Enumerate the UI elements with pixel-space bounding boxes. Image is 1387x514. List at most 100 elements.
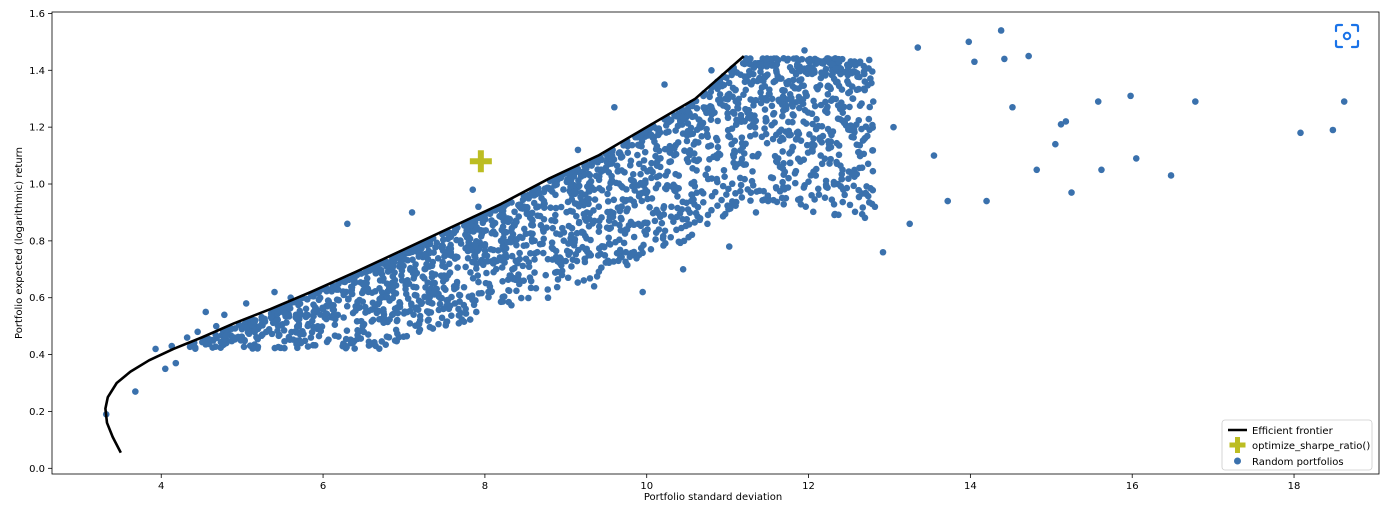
portfolio-point — [801, 47, 808, 54]
portfolio-point — [654, 181, 662, 188]
portfolio-point — [246, 342, 254, 350]
portfolio-point — [566, 239, 573, 247]
portfolio-point — [605, 234, 612, 242]
portfolio-point — [860, 62, 868, 70]
portfolio-point — [285, 304, 293, 312]
random-portfolios-series — [102, 27, 1348, 418]
portfolio-point — [640, 157, 648, 164]
portfolio-point — [866, 103, 874, 111]
portfolio-point — [494, 247, 502, 254]
portfolio-point — [641, 148, 649, 156]
portfolio-point — [748, 177, 756, 185]
portfolio-point — [553, 181, 560, 188]
portfolio-point — [679, 114, 687, 121]
portfolio-point — [757, 99, 765, 107]
portfolio-point — [552, 253, 560, 261]
portfolio-point — [742, 86, 750, 94]
portfolio-point — [393, 316, 401, 324]
portfolio-point — [823, 109, 831, 116]
portfolio-point — [569, 256, 577, 263]
portfolio-point — [813, 115, 820, 123]
portfolio-point — [439, 258, 447, 266]
portfolio-point — [855, 116, 863, 124]
portfolio-point — [527, 277, 535, 285]
portfolio-point — [622, 248, 630, 256]
portfolio-point — [689, 130, 697, 138]
portfolio-point — [721, 210, 729, 218]
portfolio-point — [450, 283, 458, 290]
x-tick-label: 6 — [320, 481, 326, 492]
portfolio-point — [786, 159, 794, 167]
portfolio-point — [541, 200, 548, 208]
portfolio-point — [527, 284, 535, 292]
portfolio-point — [789, 103, 796, 110]
portfolio-point — [410, 274, 418, 282]
portfolio-point — [516, 249, 523, 257]
portfolio-point — [391, 337, 399, 344]
portfolio-point — [308, 292, 315, 299]
portfolio-point — [516, 201, 523, 209]
portfolio-point — [833, 158, 840, 166]
portfolio-point — [758, 133, 766, 141]
portfolio-point — [741, 175, 748, 183]
portfolio-point — [490, 246, 497, 254]
portfolio-point — [343, 302, 351, 310]
portfolio-point — [375, 345, 383, 352]
portfolio-point — [638, 197, 646, 205]
screen-scan-button[interactable] — [1333, 22, 1361, 50]
x-axis-label: Portfolio standard deviation — [644, 492, 782, 503]
portfolio-point — [269, 319, 277, 327]
portfolio-point — [606, 241, 614, 248]
portfolio-point — [760, 187, 767, 195]
portfolio-point — [363, 275, 371, 282]
portfolio-point — [549, 224, 557, 232]
portfolio-point — [469, 186, 477, 193]
portfolio-point — [810, 97, 817, 105]
portfolio-point — [377, 266, 385, 274]
portfolio-point — [830, 200, 838, 208]
portfolio-point — [636, 190, 643, 197]
portfolio-point — [296, 300, 304, 307]
portfolio-point — [382, 341, 389, 348]
portfolio-point — [607, 208, 614, 216]
portfolio-point — [573, 212, 580, 220]
portfolio-point — [289, 336, 297, 343]
portfolio-point — [586, 188, 593, 195]
portfolio-point — [308, 328, 316, 336]
portfolio-point — [613, 162, 621, 170]
legend-label-random: Random portfolios — [1252, 457, 1344, 468]
portfolio-point — [368, 318, 376, 325]
portfolio-point — [372, 288, 379, 295]
portfolio-point — [817, 74, 825, 82]
portfolio-point — [324, 297, 332, 304]
portfolio-point — [786, 96, 794, 103]
portfolio-point — [747, 55, 754, 62]
portfolio-point — [439, 278, 447, 285]
portfolio-point — [749, 152, 757, 160]
portfolio-point — [705, 143, 712, 150]
portfolio-point — [914, 44, 922, 51]
portfolio-point — [678, 206, 686, 213]
portfolio-point — [660, 211, 668, 218]
portfolio-point — [761, 82, 769, 90]
portfolio-point — [771, 152, 779, 160]
portfolio-point — [585, 200, 592, 208]
portfolio-point — [531, 256, 538, 263]
portfolio-point — [864, 132, 871, 140]
portfolio-point — [844, 114, 851, 122]
portfolio-point — [389, 294, 397, 302]
portfolio-point — [1009, 103, 1016, 111]
portfolio-point — [428, 270, 436, 277]
portfolio-point — [172, 359, 180, 367]
portfolio-point — [562, 257, 569, 265]
portfolio-point — [818, 69, 825, 76]
portfolio-point — [770, 78, 778, 86]
portfolio-point — [342, 342, 350, 350]
portfolio-point — [425, 288, 432, 296]
portfolio-point — [622, 258, 629, 266]
portfolio-point — [253, 333, 260, 341]
portfolio-point — [529, 221, 537, 229]
portfolio-point — [421, 293, 428, 301]
portfolio-point — [473, 223, 480, 231]
portfolio-point — [490, 219, 498, 227]
